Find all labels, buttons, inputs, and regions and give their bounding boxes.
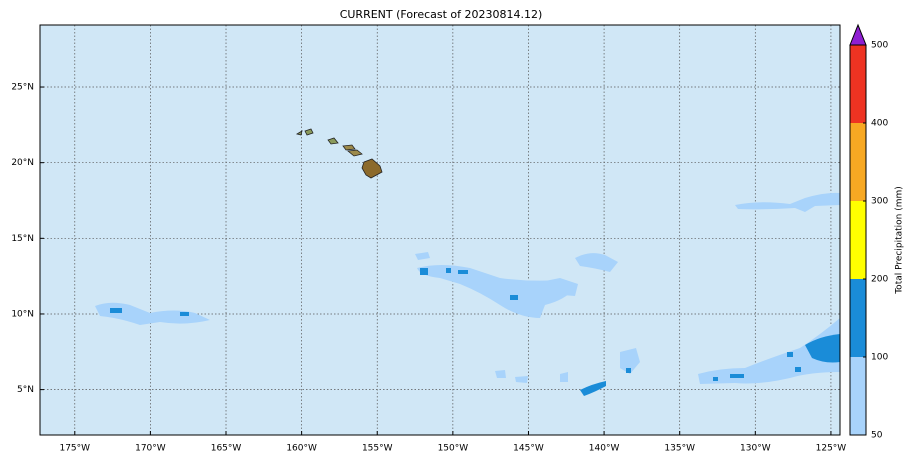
- x-tick-label: 170°W: [135, 444, 166, 454]
- colorbar: 50 100 200 300 400 500: [849, 23, 888, 441]
- precip-core: [795, 367, 801, 372]
- y-tick-label: 25°N: [11, 83, 34, 93]
- colorbar-extend: [849, 23, 867, 46]
- precip-core: [420, 268, 428, 275]
- precipitation-areas: [95, 192, 840, 396]
- precip-core: [805, 334, 840, 363]
- precip-core: [787, 352, 793, 357]
- colorbar-segment: [850, 357, 866, 435]
- precip-area: [95, 302, 210, 325]
- precip-core: [180, 312, 189, 316]
- colorbar-frame: [849, 44, 867, 436]
- colorbar-segment: [850, 279, 866, 357]
- colorbar-tick-label: 100: [871, 353, 888, 363]
- axes: 175°W 170°W 165°W 160°W 155°W 150°W 145°W 140°W…: [11, 83, 846, 454]
- x-tick-label: 145°W: [513, 444, 544, 454]
- hawaii-islands: [295, 128, 383, 179]
- island: [342, 144, 363, 157]
- x-tick-label: 140°W: [589, 444, 620, 454]
- x-tick-label: 175°W: [59, 444, 90, 454]
- colorbar-segment: [850, 201, 866, 279]
- x-tick-label: 155°W: [362, 444, 393, 454]
- precip-area: [417, 265, 575, 318]
- colorbar-tick-label: 500: [871, 41, 888, 51]
- x-tick-label: 150°W: [438, 444, 469, 454]
- precip-core: [510, 295, 518, 300]
- precip-core: [580, 381, 606, 396]
- precip-area: [735, 192, 840, 212]
- x-tick-label: 160°W: [286, 444, 317, 454]
- ocean: [40, 25, 840, 435]
- y-tick-label: 5°N: [17, 385, 34, 395]
- colorbar-label: Total Precipitation (mm): [895, 186, 905, 295]
- precip-core: [446, 268, 451, 273]
- island: [304, 128, 314, 136]
- precip-core: [458, 270, 468, 274]
- colorbar-tick-label: 200: [871, 275, 888, 285]
- colorbar-tick-label: 400: [871, 119, 888, 129]
- precip-area: [495, 348, 640, 383]
- y-tick-label: 10°N: [11, 309, 34, 319]
- colorbar-tick-label: 50: [871, 431, 883, 441]
- y-tick-label: 15°N: [11, 234, 34, 244]
- precip-core: [713, 377, 718, 381]
- island: [361, 158, 383, 179]
- precip-core: [730, 374, 744, 378]
- map-frame: [39, 24, 841, 436]
- precip-area: [415, 252, 618, 296]
- island: [327, 137, 339, 145]
- x-tick-label: 130°W: [740, 444, 771, 454]
- x-tick-label: 135°W: [664, 444, 695, 454]
- precip-core: [626, 368, 631, 373]
- precip-area: [698, 318, 840, 384]
- title: CURRENT (Forecast of 20230814.12): [340, 8, 543, 21]
- island: [295, 130, 303, 136]
- colorbar-tick-label: 300: [871, 197, 888, 207]
- colorbar-segment: [850, 123, 866, 201]
- x-tick-label: 165°W: [211, 444, 242, 454]
- x-tick-label: 125°W: [816, 444, 847, 454]
- precip-core: [110, 308, 122, 313]
- colorbar-segment: [850, 45, 866, 123]
- y-tick-label: 20°N: [11, 158, 34, 168]
